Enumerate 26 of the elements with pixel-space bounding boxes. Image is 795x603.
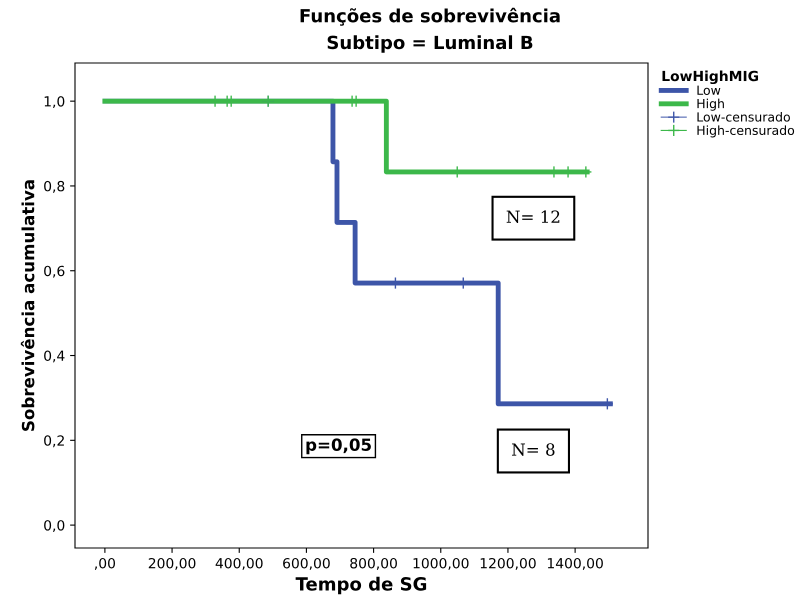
legend-label: Low-censurado	[697, 112, 790, 122]
y-tick-label: 0,0	[44, 520, 64, 532]
y-tick-label: 0,6	[44, 266, 64, 278]
x-tick-label: 600,00	[283, 558, 330, 570]
legend-label: High	[697, 98, 724, 111]
y-tick-label: 0,8	[44, 180, 64, 193]
x-tick-label: 1000,00	[414, 558, 469, 570]
legend-label: High-censurado	[697, 125, 794, 138]
x-axis-title: Tempo de SG	[296, 576, 426, 594]
y-axis-title: Sobrevivência acumulativa	[20, 180, 34, 431]
annotation: p=0,05	[306, 438, 371, 454]
legend-title: LowHighMIG	[662, 70, 758, 84]
chart-subtitle: Subtipo = Luminal B	[328, 35, 532, 53]
x-tick-label: 800,00	[350, 558, 397, 570]
x-tick-label: 1200,00	[480, 558, 536, 570]
y-tick-label: 0,2	[44, 435, 64, 448]
x-tick-label: ,00	[94, 558, 116, 570]
legend-label: Low	[697, 86, 720, 95]
y-tick-label: 0,4	[44, 350, 64, 362]
chart-title: Funções de sobrevivência	[300, 8, 560, 26]
annotation: N= 8	[512, 443, 555, 456]
x-tick-label: 400,00	[216, 558, 263, 570]
x-tick-label: 200,00	[148, 558, 196, 570]
x-tick-label: 1400,00	[548, 558, 603, 570]
y-tick-label: 1,0	[44, 96, 64, 108]
annotation: N= 12	[506, 210, 560, 224]
